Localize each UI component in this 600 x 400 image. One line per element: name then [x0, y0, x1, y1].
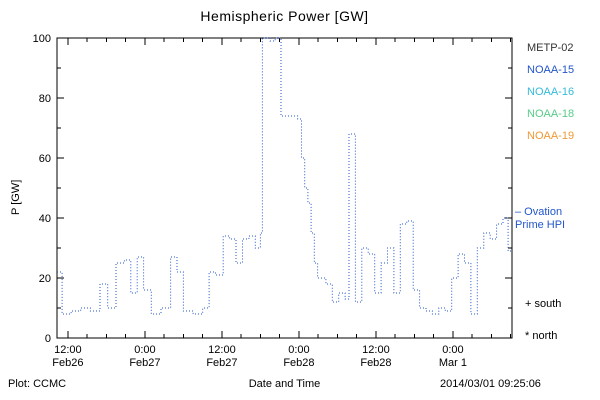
svg-text:0:00: 0:00 — [442, 344, 463, 356]
legend-north-marker: * north — [525, 330, 558, 342]
svg-text:0:00: 0:00 — [134, 344, 155, 356]
svg-text:Feb27: Feb27 — [129, 357, 160, 369]
legend-satellite-noaa19: NOAA-19 — [527, 130, 575, 142]
y-axis-label: P [GW] — [10, 179, 22, 215]
svg-text:12:00: 12:00 — [208, 344, 236, 356]
legend-satellite-metp02: METP-02 — [527, 42, 574, 54]
footer-plot-source: Plot: CCMC — [8, 378, 67, 390]
svg-text:20: 20 — [39, 273, 51, 285]
svg-text:0:00: 0:00 — [288, 344, 309, 356]
svg-text:60: 60 — [39, 153, 51, 165]
legend-ovation-line2: Prime HPI — [515, 219, 566, 231]
svg-text:40: 40 — [39, 213, 51, 225]
legend-south-marker: + south — [525, 298, 562, 310]
footer-timestamp: 2014/03/01 09:25:06 — [440, 378, 541, 390]
legend-ovation-prime-hpi: – Ovation Prime HPI — [515, 206, 565, 232]
chart-title: Hemispheric Power [GW] — [200, 8, 369, 24]
x-axis-label: Date and Time — [248, 378, 321, 390]
svg-text:Mar 1: Mar 1 — [439, 357, 467, 369]
svg-text:Feb27: Feb27 — [206, 357, 237, 369]
legend-satellite-noaa15: NOAA-15 — [527, 64, 575, 76]
svg-text:12:00: 12:00 — [362, 344, 390, 356]
svg-text:Feb28: Feb28 — [360, 357, 391, 369]
svg-text:Feb28: Feb28 — [283, 357, 314, 369]
svg-text:100: 100 — [33, 33, 51, 45]
legend-satellite-noaa18: NOAA-18 — [527, 108, 575, 120]
svg-text:80: 80 — [39, 93, 51, 105]
legend-satellite-noaa16: NOAA-16 — [527, 86, 575, 98]
svg-text:0: 0 — [45, 333, 51, 345]
svg-text:Feb26: Feb26 — [52, 357, 83, 369]
svg-text:12:00: 12:00 — [54, 344, 82, 356]
legend-ovation-line1: – Ovation — [515, 206, 563, 218]
